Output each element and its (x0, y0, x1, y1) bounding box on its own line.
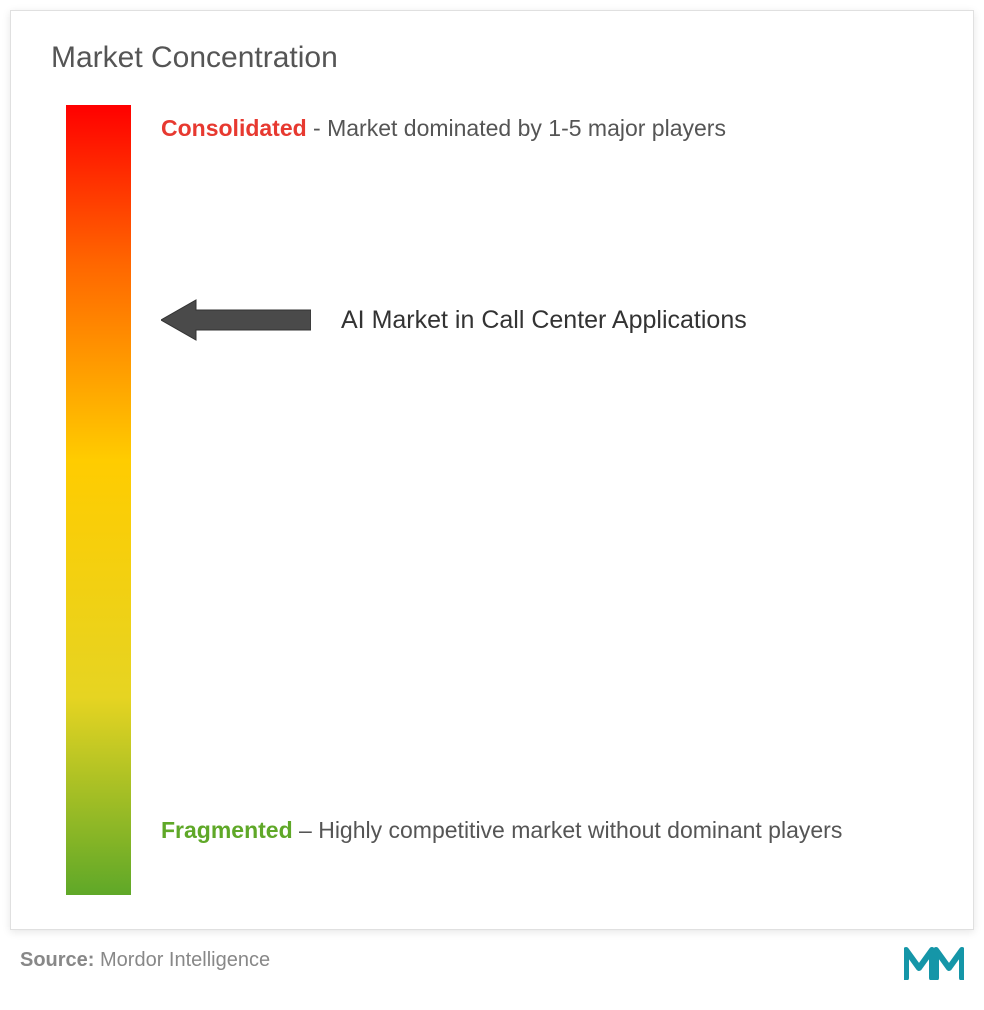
content-area: Consolidated - Market dominated by 1-5 m… (51, 105, 933, 905)
source-attribution: Source: Mordor Intelligence (20, 949, 270, 972)
market-position-marker: AI Market in Call Center Applications (161, 295, 747, 345)
fragmented-description: – Highly competitive market without domi… (293, 817, 843, 843)
consolidated-label-group: Consolidated - Market dominated by 1-5 m… (161, 110, 726, 147)
source-name: Mordor Intelligence (94, 949, 270, 971)
fragmented-label: Fragmented (161, 817, 293, 843)
mordor-logo-icon (904, 940, 964, 980)
arrow-left-icon (161, 295, 311, 345)
consolidated-description: - Market dominated by 1-5 major players (307, 115, 726, 141)
market-name-label: AI Market in Call Center Applications (341, 306, 747, 335)
consolidated-label: Consolidated (161, 115, 307, 141)
fragmented-label-group: Fragmented – Highly competitive market w… (161, 805, 842, 856)
page-title: Market Concentration (51, 41, 933, 75)
infographic-card: Market Concentration Consolidated - Mark… (10, 10, 974, 930)
source-label: Source: (20, 949, 94, 971)
footer: Source: Mordor Intelligence (20, 940, 964, 980)
concentration-gradient-bar (66, 105, 131, 895)
